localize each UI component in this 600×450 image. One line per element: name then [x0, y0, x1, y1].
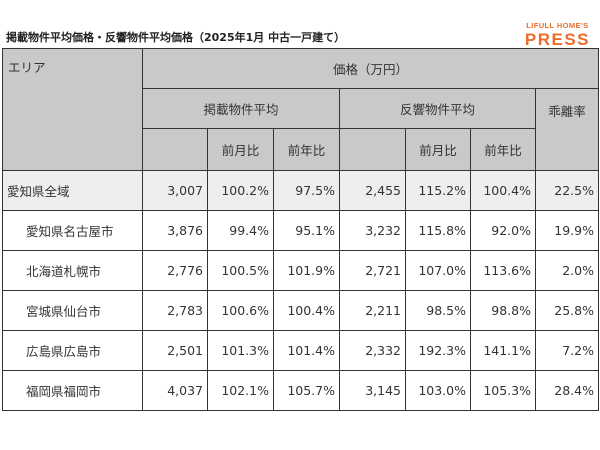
table-header: エリア 価格（万円） 掲載物件平均 反響物件平均 乖離率 前月比 前年比 前月比…	[2, 48, 599, 171]
inquiry-price: 2,721	[339, 250, 406, 291]
area-name: 広島県広島市	[2, 330, 143, 371]
table-row: 広島県広島市 2,501 101.3% 101.4% 2,332 192.3% …	[2, 330, 599, 371]
header-listed-mom: 前月比	[207, 128, 274, 171]
inquiry-price: 2,211	[339, 290, 406, 331]
listed-yoy: 100.4%	[273, 290, 340, 331]
gap-rate: 25.8%	[535, 290, 599, 331]
gap-rate: 19.9%	[535, 210, 599, 251]
inquiry-mom: 103.0%	[405, 370, 471, 411]
listed-price: 3,876	[142, 210, 208, 251]
header-price: 価格（万円）	[142, 48, 599, 89]
header-listed-average: 掲載物件平均	[142, 88, 340, 129]
inquiry-mom: 115.2%	[405, 170, 471, 211]
table-row: 福岡県福岡市 4,037 102.1% 105.7% 3,145 103.0% …	[2, 370, 599, 411]
listed-yoy: 97.5%	[273, 170, 340, 211]
listed-mom: 100.6%	[207, 290, 274, 331]
inquiry-mom: 98.5%	[405, 290, 471, 331]
area-name: 北海道札幌市	[2, 250, 143, 291]
listed-yoy: 101.9%	[273, 250, 340, 291]
brand-logo: LIFULL HOME'S PRESS	[525, 22, 590, 48]
area-name: 愛知県名古屋市	[2, 210, 143, 251]
inquiry-yoy: 92.0%	[470, 210, 536, 251]
header-inquiry-yoy: 前年比	[470, 128, 536, 171]
listed-price: 2,783	[142, 290, 208, 331]
inquiry-mom: 115.8%	[405, 210, 471, 251]
gap-rate: 28.4%	[535, 370, 599, 411]
listed-price: 2,776	[142, 250, 208, 291]
inquiry-price: 2,455	[339, 170, 406, 211]
listed-yoy: 95.1%	[273, 210, 340, 251]
inquiry-price: 3,232	[339, 210, 406, 251]
listed-mom: 99.4%	[207, 210, 274, 251]
header-inquiry-mom: 前月比	[405, 128, 471, 171]
table-row: 愛知県名古屋市 3,876 99.4% 95.1% 3,232 115.8% 9…	[2, 210, 599, 251]
logo-top-text: LIFULL HOME'S	[526, 21, 589, 30]
gap-rate: 2.0%	[535, 250, 599, 291]
table-row: 宮城県仙台市 2,783 100.6% 100.4% 2,211 98.5% 9…	[2, 290, 599, 331]
inquiry-yoy: 113.6%	[470, 250, 536, 291]
header-inquiry-blank	[339, 128, 406, 171]
listed-mom: 101.3%	[207, 330, 274, 371]
listed-mom: 100.2%	[207, 170, 274, 211]
price-table: エリア 価格（万円） 掲載物件平均 反響物件平均 乖離率 前月比 前年比 前月比…	[2, 48, 599, 411]
header-inquiry-average: 反響物件平均	[339, 88, 536, 129]
listed-mom: 100.5%	[207, 250, 274, 291]
area-name: 宮城県仙台市	[2, 290, 143, 331]
gap-rate: 7.2%	[535, 330, 599, 371]
inquiry-yoy: 98.8%	[470, 290, 536, 331]
listed-price: 4,037	[142, 370, 208, 411]
listed-price: 2,501	[142, 330, 208, 371]
inquiry-price: 3,145	[339, 370, 406, 411]
area-name: 愛知県全域	[2, 170, 143, 211]
inquiry-yoy: 141.1%	[470, 330, 536, 371]
page-title: 掲載物件平均価格・反響物件平均価格（2025年1月 中古一戸建て）	[6, 31, 346, 44]
inquiry-yoy: 105.3%	[470, 370, 536, 411]
table-row: 愛知県全域 3,007 100.2% 97.5% 2,455 115.2% 10…	[2, 170, 599, 211]
inquiry-yoy: 100.4%	[470, 170, 536, 211]
table-row: 北海道札幌市 2,776 100.5% 101.9% 2,721 107.0% …	[2, 250, 599, 291]
logo-bottom-text: PRESS	[524, 29, 590, 49]
header-listed-blank	[142, 128, 208, 171]
header-area: エリア	[2, 48, 143, 171]
listed-price: 3,007	[142, 170, 208, 211]
inquiry-mom: 107.0%	[405, 250, 471, 291]
listed-yoy: 101.4%	[273, 330, 340, 371]
listed-mom: 102.1%	[207, 370, 274, 411]
gap-rate: 22.5%	[535, 170, 599, 211]
inquiry-mom: 192.3%	[405, 330, 471, 371]
header-listed-yoy: 前年比	[273, 128, 340, 171]
header-gap-rate: 乖離率	[535, 88, 599, 171]
area-name: 福岡県福岡市	[2, 370, 143, 411]
listed-yoy: 105.7%	[273, 370, 340, 411]
inquiry-price: 2,332	[339, 330, 406, 371]
